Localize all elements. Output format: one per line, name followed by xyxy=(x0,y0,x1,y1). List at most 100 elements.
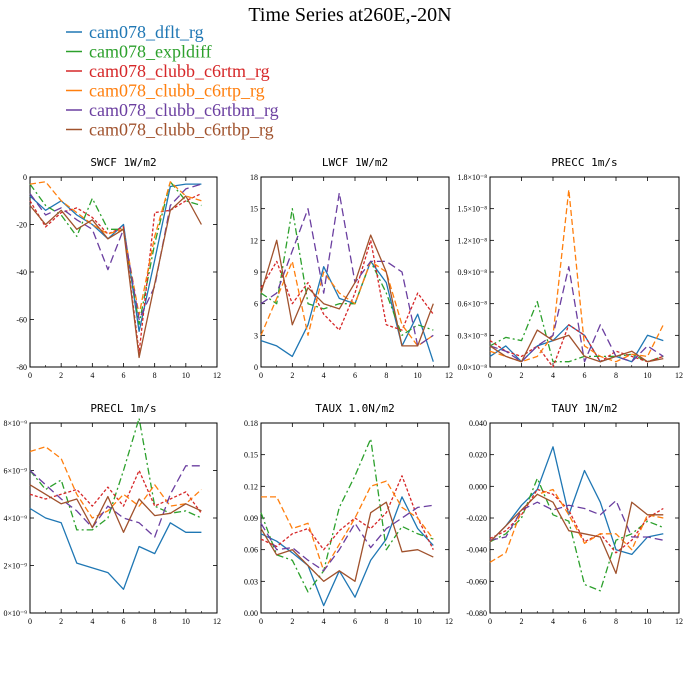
series-line xyxy=(260,501,434,582)
y-tick-label: -0.080 xyxy=(466,609,487,618)
x-tick-label: 8 xyxy=(614,617,618,626)
series-line xyxy=(260,504,434,572)
series-line xyxy=(489,488,664,563)
x-tick-label: 0 xyxy=(259,617,263,626)
series-line xyxy=(489,488,664,554)
x-tick-label: 0 xyxy=(488,371,492,380)
x-tick-label: 2 xyxy=(290,371,294,380)
x-tick-label: 12 xyxy=(445,371,453,380)
y-tick-label: 9 xyxy=(254,268,258,277)
y-tick-label: 0.0×10⁻⁸ xyxy=(457,363,487,372)
y-tick-label: -0.060 xyxy=(466,577,487,586)
chart-panel: LWCF 1W/m2 0 2 4 6 8 10 12 0 3 6 9 12 15 18 xyxy=(250,156,453,380)
x-tick-label: 10 xyxy=(644,617,652,626)
x-tick-label: 4 xyxy=(90,617,94,626)
x-tick-label: 12 xyxy=(445,617,453,626)
x-tick-label: 8 xyxy=(153,371,157,380)
x-tick-label: 6 xyxy=(122,371,126,380)
x-tick-label: 6 xyxy=(583,371,587,380)
y-tick-label: 0.18 xyxy=(244,419,258,428)
x-tick-label: 6 xyxy=(583,617,587,626)
series-line xyxy=(489,189,664,363)
x-tick-label: 12 xyxy=(675,617,683,626)
legend-item: cam078_expldiff xyxy=(66,42,212,62)
x-tick-label: 10 xyxy=(182,617,190,626)
x-tick-label: 10 xyxy=(644,371,652,380)
panel-title: SWCF 1W/m2 xyxy=(90,156,156,169)
chart-panel: TAUY 1N/m2 0 2 4 6 8 10 12 -0.080 -0.060 -0.040 -0.… xyxy=(466,402,683,626)
x-tick-label: 12 xyxy=(213,371,221,380)
series-line xyxy=(260,260,434,362)
legend-item: cam078_dflt_rg xyxy=(66,22,204,42)
x-tick-label: 4 xyxy=(551,617,555,626)
series-line xyxy=(261,480,434,572)
series-line xyxy=(489,266,664,363)
legend-label: cam078_clubb_c6rtp_rg xyxy=(89,81,265,101)
x-tick-label: 2 xyxy=(59,371,63,380)
x-tick-label: 2 xyxy=(520,617,524,626)
y-tick-label: 0.06 xyxy=(244,546,258,555)
panel-title: LWCF 1W/m2 xyxy=(322,156,388,169)
chart-panel: TAUX 1.0N/m2 0 2 4 6 8 10 12 0.00 0.03 0.06 0.09 0.1… xyxy=(244,402,453,626)
y-tick-label: 0 xyxy=(254,363,258,372)
series-line xyxy=(29,465,202,538)
series-line xyxy=(489,493,664,575)
y-tick-label: 1.8×10⁻⁸ xyxy=(457,173,487,182)
chart-panel: PRECC 1m/s 0 2 4 6 8 10 12 0.0×10⁻⁸ 0.3×10⁻⁸ 0.6×1… xyxy=(457,156,683,380)
y-tick-label: -60 xyxy=(16,316,27,325)
chart-panel: PRECL 1m/s 0 2 4 6 8 10 12 0×10⁻⁹ 2×10⁻⁹ 4×10⁻⁹ 6×1… xyxy=(3,402,221,626)
y-tick-label: 0.03 xyxy=(244,577,258,586)
y-tick-label: -80 xyxy=(16,363,27,372)
panel-title: TAUX 1.0N/m2 xyxy=(315,402,394,415)
y-tick-label: 0.020 xyxy=(469,451,487,460)
x-tick-label: 0 xyxy=(488,617,492,626)
y-tick-label: 0.9×10⁻⁸ xyxy=(457,268,487,277)
series-line xyxy=(29,183,202,321)
x-tick-label: 2 xyxy=(290,617,294,626)
x-tick-label: 4 xyxy=(322,617,326,626)
x-tick-label: 10 xyxy=(414,617,422,626)
y-tick-label: 6×10⁻⁹ xyxy=(3,467,27,476)
x-tick-label: 0 xyxy=(28,617,32,626)
series-line xyxy=(489,324,664,368)
series-line xyxy=(260,234,434,347)
plot-frame xyxy=(29,422,218,614)
plot-frame xyxy=(489,176,680,368)
series-line xyxy=(489,477,664,592)
series-line xyxy=(260,192,434,347)
x-tick-label: 8 xyxy=(384,371,388,380)
x-tick-label: 2 xyxy=(59,617,63,626)
legend-label: cam078_clubb_c6rtbp_rg xyxy=(89,120,274,140)
y-tick-label: 3 xyxy=(254,331,258,340)
x-tick-label: 6 xyxy=(353,617,357,626)
series-line xyxy=(260,239,434,331)
y-tick-label: 12 xyxy=(250,236,258,245)
series-line xyxy=(29,195,202,359)
x-tick-label: 4 xyxy=(322,371,326,380)
y-tick-label: 8×10⁻⁹ xyxy=(3,419,27,428)
y-tick-label: 4×10⁻⁹ xyxy=(3,514,27,523)
legend-label: cam078_clubb_c6rtm_rg xyxy=(89,61,270,81)
legend-label: cam078_dflt_rg xyxy=(89,22,204,42)
x-tick-label: 10 xyxy=(182,371,190,380)
x-tick-label: 6 xyxy=(353,371,357,380)
y-tick-label: 0 xyxy=(23,173,27,182)
y-tick-label: 15 xyxy=(250,205,258,214)
series-line xyxy=(29,417,202,531)
x-tick-label: 4 xyxy=(90,371,94,380)
y-tick-label: 1.2×10⁻⁸ xyxy=(457,236,487,245)
chart-panel: SWCF 1W/m2 0 2 4 6 8 10 12 -80 -60 -40 -20 0 xyxy=(16,156,221,380)
x-tick-label: 8 xyxy=(614,371,618,380)
y-tick-label: 0.00 xyxy=(244,609,258,618)
y-tick-label: 0.3×10⁻⁸ xyxy=(457,331,487,340)
series-line xyxy=(489,499,664,541)
legend: cam078_dflt_rgcam078_expldiffcam078_club… xyxy=(66,22,279,140)
x-tick-label: 12 xyxy=(213,617,221,626)
y-tick-label: 6 xyxy=(254,300,258,309)
x-tick-label: 12 xyxy=(675,371,683,380)
series-line xyxy=(260,438,434,593)
series-line xyxy=(260,475,434,551)
legend-item: cam078_clubb_c6rtbp_rg xyxy=(66,120,274,140)
y-tick-label: 0.15 xyxy=(244,451,258,460)
